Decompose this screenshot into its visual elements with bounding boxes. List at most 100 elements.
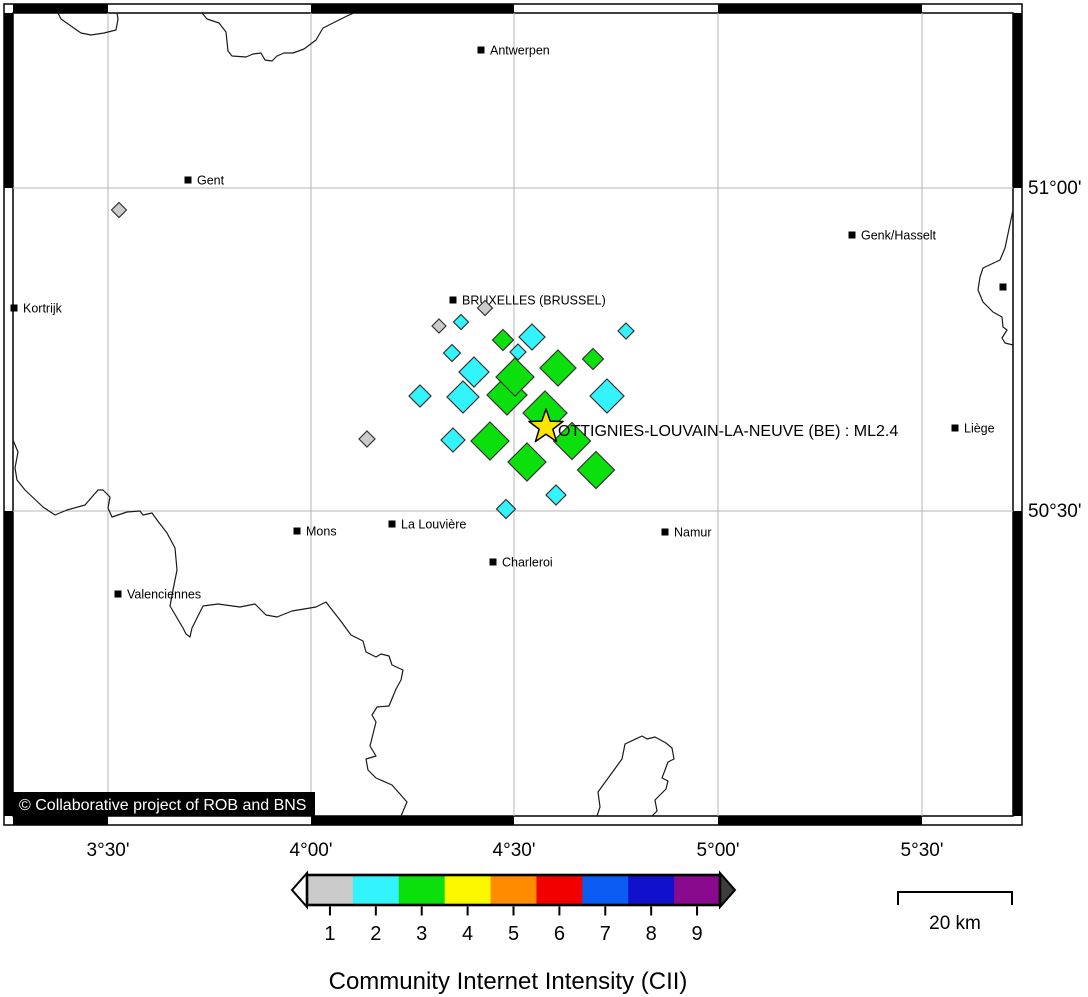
city-label: Antwerpen (490, 44, 550, 58)
intensity-diamond-cii-3 (495, 357, 535, 397)
city-marker (661, 528, 669, 536)
city-marker (477, 46, 485, 54)
colorbar-outline (305, 873, 722, 907)
colorbar-tick-label: 2 (370, 923, 381, 945)
city-label: Kortrijk (23, 302, 63, 316)
intensity-diamond-cii-3 (576, 450, 616, 490)
latitude-label: 51°00' (1028, 178, 1082, 199)
city-label: Valenciennes (127, 588, 201, 602)
city-label: Namur (674, 526, 712, 540)
colorbar-cell (628, 875, 675, 905)
city-label: La Louvière (401, 518, 466, 532)
map-frame-inner (12, 12, 1014, 817)
map-frame-outer (3, 3, 1023, 826)
netherlands-border (977, 209, 1014, 346)
colorbar-tick-label: 6 (554, 923, 565, 945)
intensity-diamond-cii-3 (581, 347, 605, 371)
colorbar-tick-label: 4 (462, 923, 473, 945)
copyright-text: © Collaborative project of ROB and BNS (19, 797, 306, 814)
frame-segment-top (13, 4, 108, 13)
intensity-diamond-cii-3 (470, 421, 510, 461)
scheldt-coast-west (57, 12, 119, 36)
intensity-diamond-cii-2 (452, 313, 470, 331)
colorbar-left-arrow (290, 870, 308, 910)
colorbar-cell (352, 875, 400, 905)
epicenter-label: OTTIGNIES-LOUVAIN-LA-NEUVE (BE) : ML2.4 (558, 423, 898, 440)
colorbar-right-arrow (719, 870, 737, 910)
colorbar-tick-label: 9 (691, 923, 702, 945)
intensity-diamond-cii-3 (552, 421, 592, 461)
intensity-diamond-cii-1 (476, 299, 494, 317)
scheldt-coast-east (201, 12, 355, 62)
colorbar-tick-label: 1 (324, 923, 335, 945)
colorbar-tick-label: 5 (508, 923, 519, 945)
intensity-diamond-cii-2 (518, 323, 546, 351)
intensity-diamond-cii-3 (539, 349, 577, 387)
colorbar-cell (490, 875, 537, 905)
map-render-layer: Antwerpen Gent Genk/Hasselt Kortrijk BRUXELL… (3, 3, 1082, 945)
intensity-diamond-cii-2 (589, 378, 625, 414)
frame-segment-top (311, 4, 514, 13)
colorbar-cell (444, 875, 492, 905)
latitude-label: 50°30' (1028, 501, 1082, 522)
frame-segment-left (4, 511, 13, 816)
intensity-diamond-cii-2 (509, 343, 527, 361)
city-label: BRUXELLES (BRUSSEL) (462, 294, 606, 308)
city-label: Genk/Hasselt (861, 229, 937, 243)
intensity-diamond-cii-3 (507, 442, 547, 482)
intensity-diamond-cii-2 (440, 427, 466, 453)
city-marker (449, 296, 457, 304)
city-marker (848, 231, 856, 239)
intensity-diamond-cii-2 (446, 380, 480, 414)
colorbar-cell (582, 875, 629, 905)
colorbar-cell (398, 875, 446, 905)
colorbar-cell (536, 875, 583, 905)
city-label: Charleroi (502, 556, 553, 570)
city-marker (114, 590, 122, 598)
frame-segment-bottom (718, 816, 922, 825)
city-marker (184, 176, 192, 184)
frame-segment-right (1013, 13, 1022, 188)
france-belgium-border (12, 439, 408, 817)
city-label: Mons (306, 525, 337, 539)
map-title: Community Internet Intensity (CII) (329, 968, 688, 995)
longitude-label: 5°00' (697, 840, 740, 861)
longitude-label: 5°30' (901, 840, 944, 861)
city-marker (951, 424, 959, 432)
copyright-bar (12, 792, 315, 816)
frame-segment-top (718, 4, 922, 13)
colorbar-tick-label: 7 (600, 923, 611, 945)
longitude-label: 4°30' (493, 840, 536, 861)
longitude-label: 4°00' (290, 840, 333, 861)
city-marker (10, 304, 18, 312)
scale-bar-label: 20 km (929, 913, 981, 934)
city-label: Liège (964, 422, 995, 436)
intensity-diamond-cii-2 (617, 322, 635, 340)
colorbar-tick-label: 8 (646, 923, 657, 945)
frame-segment-left (4, 13, 13, 188)
givet-salient (596, 735, 675, 817)
epicenter-star (528, 408, 564, 443)
city-marker (999, 283, 1007, 291)
intensity-diamond-cii-3 (491, 328, 515, 352)
longitude-label: 3°30' (87, 840, 130, 861)
frame-segment-bottom (13, 816, 108, 825)
intensity-diamond-cii-2 (442, 343, 462, 363)
city-label: Gent (197, 174, 225, 188)
colorbar-cell (307, 875, 354, 905)
intensity-diamond-cii-2 (495, 498, 517, 520)
frame-segment-bottom (311, 816, 514, 825)
intensity-diamond-cii-1 (110, 201, 128, 219)
frame-segment-right (1013, 511, 1022, 816)
intensity-diamond-cii-2 (458, 356, 490, 388)
scale-bar (897, 891, 1013, 905)
city-marker (489, 558, 497, 566)
colorbar-tick-label: 3 (416, 923, 427, 945)
city-marker (388, 520, 396, 528)
intensity-diamond-cii-1 (431, 318, 447, 334)
intensity-diamond-cii-2 (545, 484, 567, 506)
intensity-diamond-cii-1 (358, 430, 376, 448)
intensity-diamond-cii-2 (408, 384, 432, 408)
